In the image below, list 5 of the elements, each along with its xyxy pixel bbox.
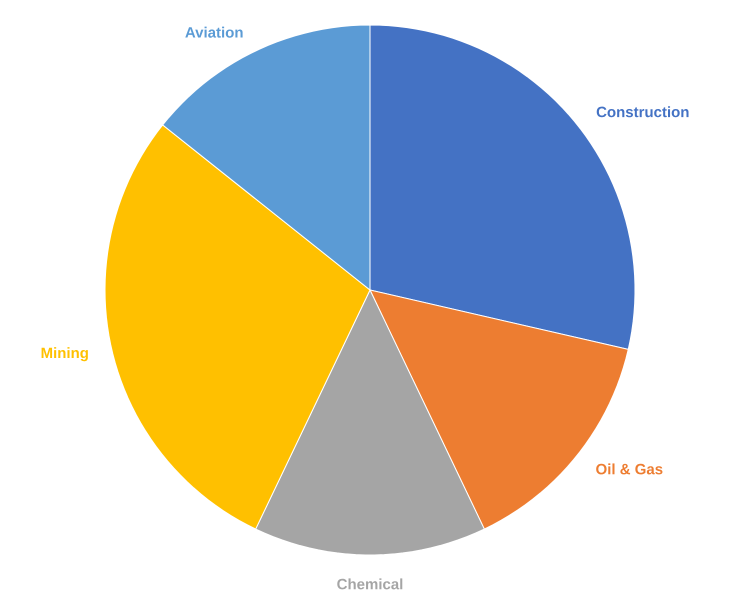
slice-label: Construction [596,106,689,118]
slice-label: Aviation [185,26,243,38]
slice-label: Oil & Gas [596,463,662,474]
slice-label: Mining [42,347,88,362]
slice-label: Chemical [337,578,402,590]
